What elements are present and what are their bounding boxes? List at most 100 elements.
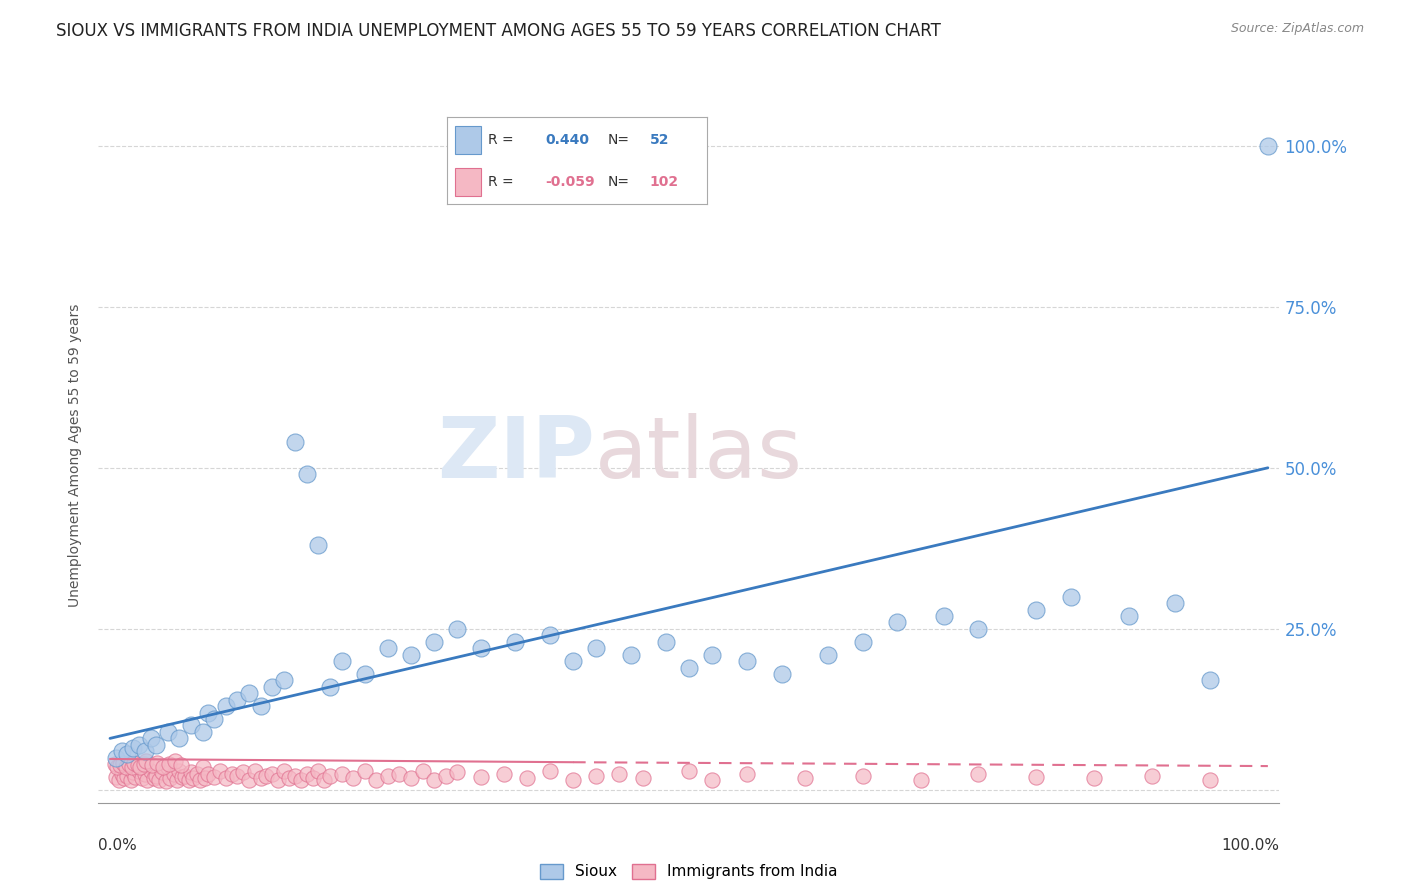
Point — [301, 772, 323, 786]
Point — [104, 757, 127, 772]
Point — [215, 699, 238, 714]
Text: 100.0%: 100.0% — [1222, 838, 1279, 854]
Point — [735, 654, 758, 668]
Point — [516, 772, 538, 786]
Point — [197, 766, 219, 781]
Point — [249, 772, 271, 786]
Point — [188, 773, 211, 788]
Point — [562, 772, 585, 787]
Point — [538, 628, 561, 642]
Point — [191, 760, 214, 774]
Point — [254, 769, 277, 783]
Point — [183, 772, 205, 786]
Point — [967, 766, 990, 781]
Point — [817, 648, 839, 662]
Point — [1118, 609, 1140, 624]
Point — [284, 769, 307, 783]
Point — [700, 648, 723, 662]
Point — [342, 772, 364, 786]
Point — [852, 769, 875, 783]
Point — [910, 772, 932, 787]
Point — [1199, 673, 1222, 688]
Point — [143, 772, 166, 786]
Point — [120, 772, 142, 787]
Point — [631, 772, 654, 786]
Point — [1257, 138, 1279, 153]
Point — [793, 772, 815, 786]
Point — [155, 773, 177, 788]
Point — [132, 757, 155, 772]
Point — [197, 706, 219, 720]
Text: SIOUX VS IMMIGRANTS FROM INDIA UNEMPLOYMENT AMONG AGES 55 TO 59 YEARS CORRELATIO: SIOUX VS IMMIGRANTS FROM INDIA UNEMPLOYM… — [56, 22, 941, 40]
Text: ZIP: ZIP — [437, 413, 595, 497]
Point — [886, 615, 908, 630]
Point — [169, 764, 191, 778]
Point — [127, 758, 149, 772]
Point — [166, 773, 188, 788]
Point — [1083, 772, 1105, 786]
Point — [284, 435, 307, 450]
Point — [1140, 769, 1163, 783]
Point — [202, 712, 225, 726]
Point — [128, 764, 150, 778]
Point — [1060, 590, 1083, 604]
Point — [134, 744, 156, 758]
Point — [156, 725, 179, 739]
Point — [194, 772, 217, 786]
Point — [330, 654, 353, 668]
Point — [157, 757, 180, 772]
Point — [1164, 596, 1187, 610]
Point — [967, 622, 990, 636]
Point — [307, 538, 329, 552]
Point — [122, 741, 145, 756]
Y-axis label: Unemployment Among Ages 55 to 59 years: Unemployment Among Ages 55 to 59 years — [69, 303, 83, 607]
Point — [152, 760, 174, 774]
Point — [735, 766, 758, 781]
Point — [330, 766, 353, 781]
Point — [267, 772, 290, 787]
Point — [290, 772, 312, 787]
Point — [249, 699, 271, 714]
Point — [353, 667, 375, 681]
Point — [117, 769, 139, 783]
Point — [135, 754, 157, 768]
Point — [295, 467, 318, 482]
Point — [110, 766, 132, 781]
Text: atlas: atlas — [595, 413, 803, 497]
Point — [538, 764, 561, 778]
Point — [163, 766, 186, 781]
Point — [609, 766, 631, 781]
Point — [446, 622, 468, 636]
Point — [366, 772, 388, 787]
Point — [110, 758, 132, 772]
Point — [1199, 772, 1222, 787]
Point — [470, 641, 492, 656]
Point — [139, 764, 162, 778]
Point — [191, 725, 214, 739]
Point — [122, 764, 145, 779]
Point — [105, 760, 128, 774]
Point — [169, 731, 191, 746]
Point — [446, 764, 468, 779]
Point — [110, 744, 132, 758]
Point — [562, 654, 585, 668]
Point — [314, 772, 336, 787]
Point — [177, 772, 200, 787]
Point — [208, 764, 231, 778]
Point — [678, 660, 700, 674]
Point — [423, 634, 446, 648]
Point — [262, 766, 284, 781]
Point — [104, 750, 127, 764]
Point — [678, 764, 700, 778]
Point — [169, 758, 191, 772]
Point — [180, 764, 202, 779]
Point — [121, 760, 143, 774]
Point — [146, 756, 169, 770]
Point — [226, 692, 249, 706]
Point — [503, 634, 526, 648]
Point — [145, 769, 167, 783]
Point — [117, 747, 139, 762]
Point — [117, 757, 139, 772]
Point — [129, 760, 152, 774]
Point — [399, 772, 422, 786]
